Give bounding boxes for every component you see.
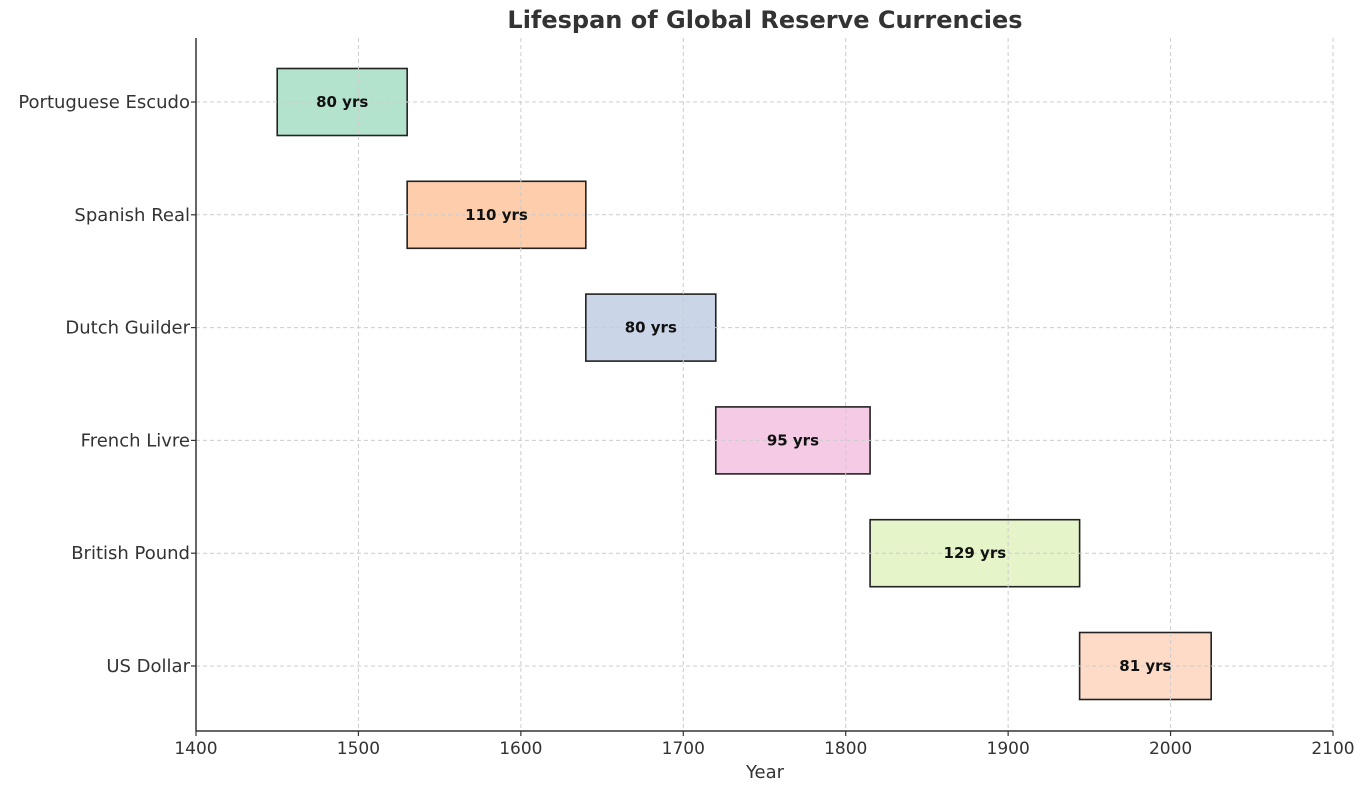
x-tick-label: 1500 <box>337 739 380 759</box>
y-tick-label: Dutch Guilder <box>65 318 190 339</box>
x-tick-label: 1800 <box>824 739 867 759</box>
bar-duration-label: 95 yrs <box>767 431 819 449</box>
x-tick-label: 1600 <box>499 739 542 759</box>
bar-duration-label: 129 yrs <box>944 544 1007 562</box>
y-tick-label: French Livre <box>81 430 190 451</box>
x-axis-label: Year <box>745 762 785 783</box>
x-tick-label: 2000 <box>1149 739 1192 759</box>
y-tick-label: Portuguese Escudo <box>18 92 190 113</box>
chart-title: Lifespan of Global Reserve Currencies <box>507 6 1022 34</box>
x-tick-label: 1400 <box>174 739 217 759</box>
bar-duration-label: 110 yrs <box>465 206 528 224</box>
y-tick-label: British Pound <box>71 543 190 564</box>
bar-duration-label: 80 yrs <box>625 319 677 337</box>
bar-duration-label: 80 yrs <box>316 93 368 111</box>
x-tick-label: 1900 <box>987 739 1030 759</box>
x-tick-label: 1700 <box>662 739 705 759</box>
y-tick-label: US Dollar <box>106 656 190 677</box>
x-tick-label: 2100 <box>1311 739 1354 759</box>
bar-duration-label: 81 yrs <box>1119 657 1171 675</box>
y-tick-label: Spanish Real <box>74 205 190 226</box>
